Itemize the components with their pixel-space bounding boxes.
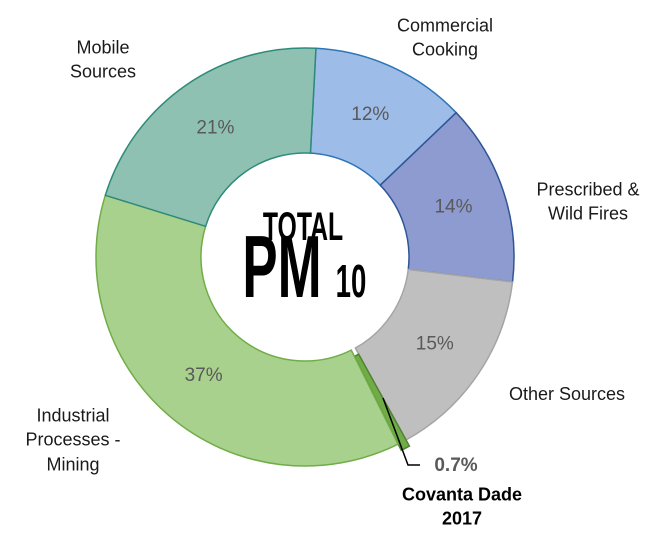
value-label: 37% — [185, 365, 223, 386]
slice — [95, 194, 400, 467]
slice — [104, 47, 317, 228]
slice — [379, 111, 515, 283]
category-label: Industrial Processes - Mining — [25, 405, 121, 475]
center-main: PM — [242, 218, 321, 316]
category-label: Other Sources — [508, 383, 626, 404]
category-label: Covanta Dade 2017 — [401, 484, 523, 529]
slice — [354, 268, 514, 441]
value-label: 15% — [416, 333, 454, 354]
center-line1: TOTAL — [263, 205, 343, 249]
value-label: 12% — [351, 104, 389, 125]
category-label: Mobile Sources — [69, 37, 137, 82]
leader-line — [382, 397, 420, 466]
value-label: 14% — [434, 197, 472, 218]
value-label: 0.7% — [434, 455, 478, 477]
category-label: Prescribed & Wild Fires — [536, 179, 640, 224]
center-sub: 10 — [336, 257, 367, 308]
category-label: Commercial Cooking — [396, 15, 493, 60]
value-label: 21% — [196, 118, 234, 139]
